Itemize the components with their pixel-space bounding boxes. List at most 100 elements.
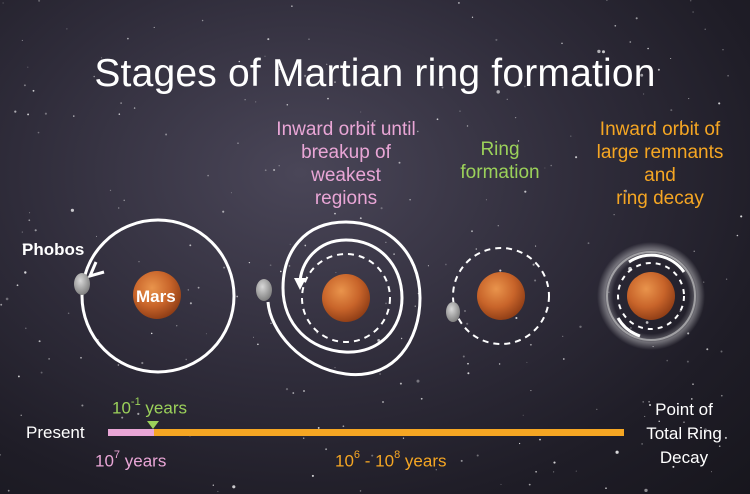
star: [80, 356, 82, 359]
star: [97, 339, 99, 341]
star: [138, 261, 140, 263]
star: [704, 428, 707, 432]
mars-planet: [477, 272, 525, 320]
star: [649, 404, 651, 406]
star: [703, 281, 705, 283]
star: [0, 303, 3, 306]
star: [614, 24, 617, 27]
star: [435, 469, 437, 471]
star: [517, 140, 520, 142]
star: [722, 48, 724, 51]
mars-label: Mars: [136, 287, 176, 306]
star: [587, 242, 590, 245]
label-part: 10: [112, 398, 131, 418]
star: [205, 333, 207, 335]
timeline: [108, 421, 624, 436]
marker-triangle-icon: [147, 421, 159, 429]
star: [187, 289, 189, 291]
star: [570, 135, 572, 137]
star: [212, 484, 214, 486]
star: [23, 84, 26, 87]
breakup-orbit-dashed: [301, 253, 391, 343]
star: [393, 253, 395, 255]
star: [473, 70, 476, 73]
star: [185, 358, 187, 361]
star: [535, 245, 537, 247]
star: [379, 373, 382, 375]
star: [40, 371, 43, 374]
star: [613, 214, 615, 216]
star: [529, 343, 532, 346]
star: [327, 97, 329, 100]
star: [232, 485, 236, 489]
star: [693, 250, 695, 252]
star: [643, 93, 645, 95]
star: [385, 241, 387, 243]
star: [427, 265, 429, 267]
timeline-orange-segment: [154, 429, 624, 436]
star: [641, 443, 643, 445]
star: [267, 38, 270, 41]
caption-line: Total Ring: [646, 424, 722, 443]
star: [288, 265, 291, 267]
star: [658, 420, 660, 423]
star: [34, 229, 37, 232]
star: [223, 266, 226, 269]
mars-planet: [322, 274, 370, 322]
star: [629, 41, 632, 43]
star: [137, 412, 140, 415]
star: [238, 60, 241, 63]
star: [736, 234, 739, 237]
star: [459, 110, 461, 112]
star: [462, 355, 465, 358]
ring-inner-dashed: [617, 262, 685, 330]
star: [17, 375, 20, 378]
star: [29, 212, 31, 214]
timeline-short-label: 10-1 years: [112, 396, 187, 419]
star: [150, 332, 153, 335]
star: [644, 415, 646, 417]
star: [724, 436, 727, 439]
star: [561, 42, 563, 45]
star: [176, 325, 178, 327]
label-exponent: 7: [113, 449, 121, 461]
star: [499, 269, 502, 272]
phobos-orbit: [80, 218, 236, 374]
stage-present: [74, 218, 236, 374]
star: [495, 38, 498, 41]
star: [109, 189, 112, 192]
star: [615, 450, 619, 454]
orbit-arrow-icon: [87, 261, 105, 279]
star: [20, 414, 22, 416]
page-title: Stages of Martian ring formation: [94, 52, 656, 95]
star: [141, 361, 144, 365]
caption-line: formation: [460, 162, 540, 183]
star: [16, 284, 19, 287]
star: [467, 372, 470, 375]
star: [550, 164, 552, 167]
star: [606, 0, 608, 1]
star: [720, 394, 723, 397]
star: [38, 0, 41, 2]
star: [14, 110, 17, 113]
star: [476, 454, 479, 457]
star: [644, 488, 648, 493]
star: [544, 167, 546, 169]
star: [123, 199, 125, 202]
star: [189, 302, 192, 305]
timeline-pink-label: 107 years: [95, 449, 167, 472]
label-part: years: [120, 451, 167, 471]
star: [334, 366, 336, 369]
star: [303, 390, 305, 392]
star: [690, 398, 693, 400]
star: [466, 322, 469, 325]
star: [373, 119, 376, 122]
star: [334, 81, 336, 83]
star: [121, 416, 124, 419]
star: [552, 471, 555, 473]
star: [597, 49, 601, 54]
label-part: 10: [95, 451, 114, 471]
